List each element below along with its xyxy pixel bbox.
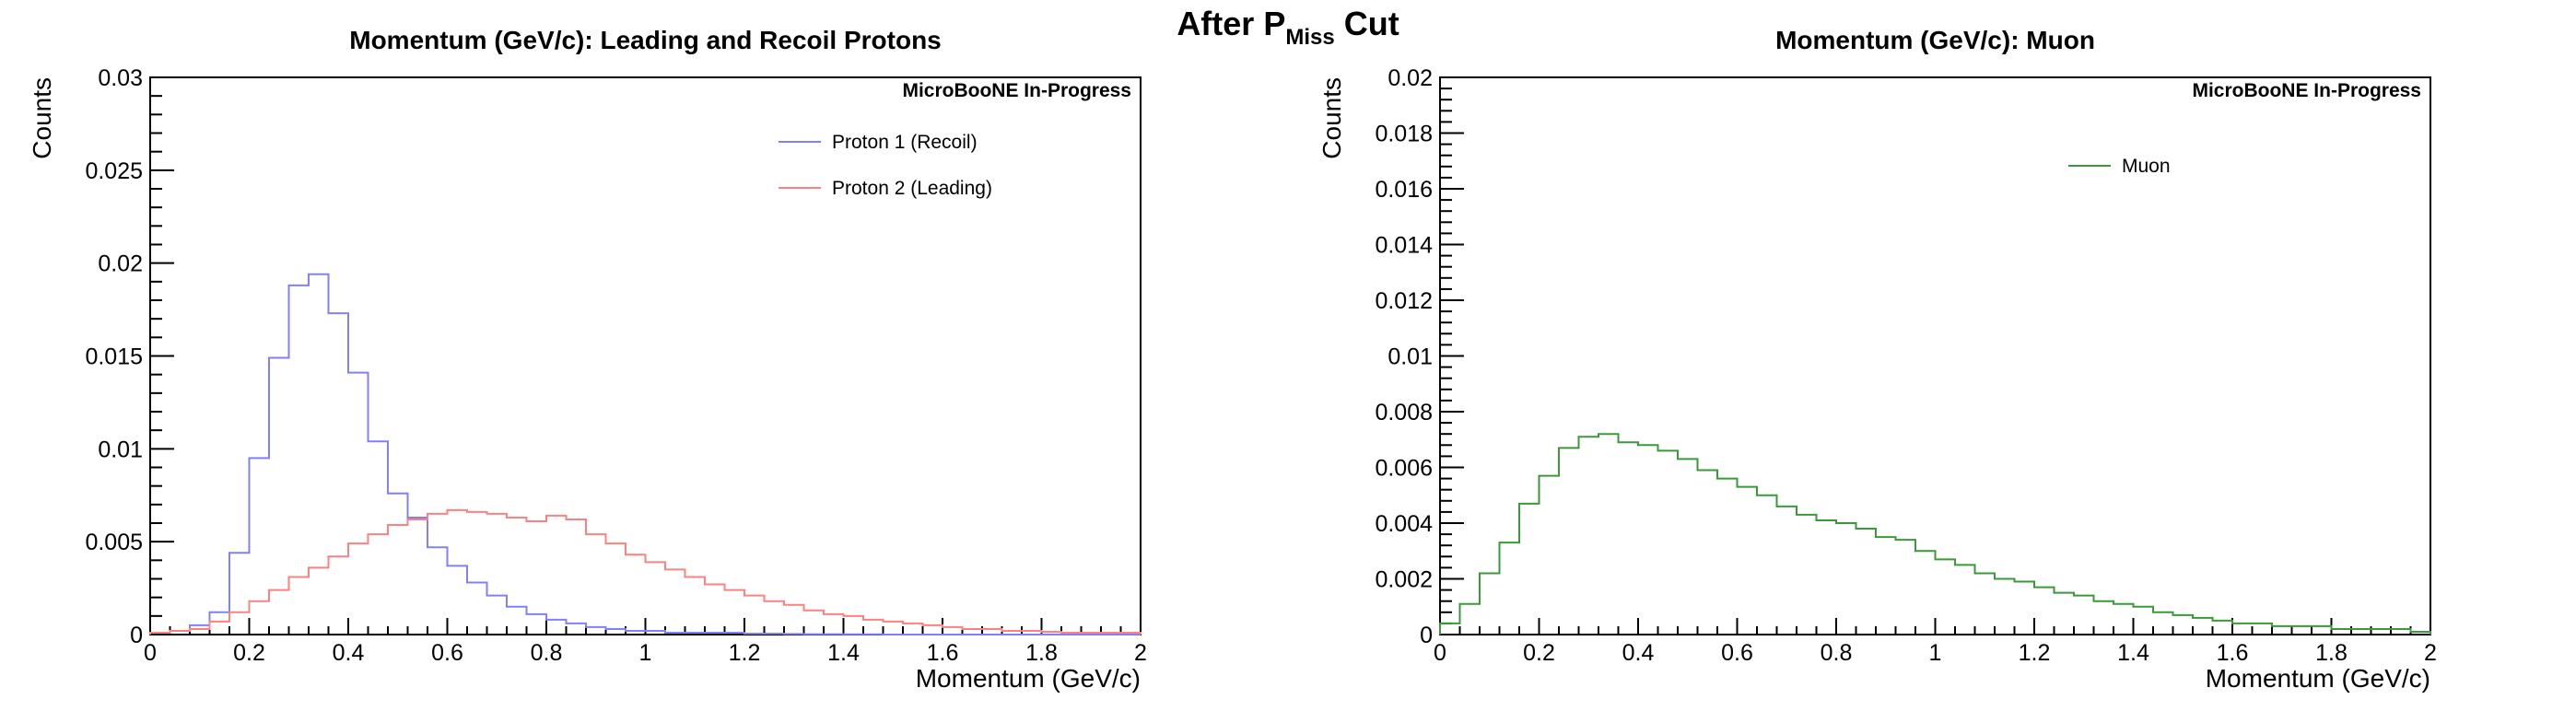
y-tick-label: 0.025	[85, 158, 143, 184]
y-tick-label: 0.012	[1375, 288, 1433, 314]
y-tick-label: 0	[130, 623, 143, 648]
y-tick-label: 0.008	[1375, 400, 1433, 425]
x-tick-label: 0	[1434, 640, 1446, 666]
y-axis-label: Counts	[28, 77, 56, 159]
x-tick-label: 1.8	[2315, 640, 2348, 666]
x-tick-label: 1.8	[1025, 640, 1058, 666]
x-tick-label: 2	[1134, 640, 1147, 666]
y-tick-label: 0.018	[1375, 122, 1433, 147]
x-axis-label: Momentum (GeV/c)	[2206, 664, 2430, 693]
y-tick-label: 0.02	[1388, 65, 1433, 91]
x-tick-label: 2	[2424, 640, 2437, 666]
x-tick-label: 1.2	[729, 640, 761, 666]
y-tick-label: 0.01	[1388, 344, 1433, 370]
y-tick-label: 0	[1420, 623, 1433, 648]
y-tick-label: 0.016	[1375, 177, 1433, 203]
y-tick-label: 0.002	[1375, 567, 1433, 593]
x-axis-label: Momentum (GeV/c)	[916, 664, 1141, 693]
legend-label: Proton 1 (Recoil)	[832, 132, 978, 153]
x-tick-label: 1.4	[2117, 640, 2149, 666]
legend-label: Muon	[2122, 156, 2171, 177]
main-title-prefix: After P	[1177, 5, 1285, 42]
main-title: After PMiss Cut	[1177, 5, 1399, 50]
panel-title: Momentum (GeV/c): Leading and Recoil Pro…	[349, 26, 942, 54]
x-tick-label: 0.2	[1523, 640, 1555, 666]
x-tick-label: 1.6	[927, 640, 959, 666]
x-tick-label: 0.8	[1821, 640, 1853, 666]
x-tick-label: 1	[1929, 640, 1942, 666]
main-title-suffix: Cut	[1335, 5, 1399, 42]
y-tick-label: 0.004	[1375, 511, 1433, 537]
histogram-series-0	[149, 273, 1141, 635]
x-tick-label: 0.6	[1721, 640, 1753, 666]
x-tick-label: 1.6	[2217, 640, 2249, 666]
x-tick-label: 1.4	[827, 640, 860, 666]
y-tick-label: 0.03	[98, 65, 143, 91]
main-title-subscript: Miss	[1285, 25, 1334, 50]
histogram-series-1	[149, 508, 1142, 635]
watermark-label: MicroBooNE In-Progress	[2192, 80, 2421, 101]
legend-label: Proton 2 (Leading)	[832, 178, 992, 199]
watermark-label: MicroBooNE In-Progress	[902, 80, 1131, 101]
panel-title: Momentum (GeV/c): Muon	[1775, 26, 2095, 54]
y-tick-label: 0.014	[1375, 233, 1433, 259]
y-axis-label: Counts	[1317, 77, 1346, 159]
x-tick-label: 0.4	[333, 640, 365, 666]
y-tick-label: 0.02	[98, 251, 143, 277]
x-tick-label: 0	[144, 640, 157, 666]
histogram-series-0	[1439, 433, 2431, 635]
x-tick-label: 0.6	[431, 640, 463, 666]
x-tick-label: 0.4	[1622, 640, 1655, 666]
x-tick-label: 0.8	[531, 640, 563, 666]
x-tick-label: 1.2	[2019, 640, 2051, 666]
proton-momentum-panel: Momentum (GeV/c): Leading and Recoil Pro…	[28, 26, 1147, 693]
y-tick-label: 0.006	[1375, 456, 1433, 482]
muon-momentum-panel: Momentum (GeV/c): Muon MicroBooNE In-Prog…	[1317, 26, 2437, 693]
x-tick-label: 0.2	[233, 640, 265, 666]
x-tick-label: 1	[639, 640, 652, 666]
y-tick-label: 0.015	[85, 344, 143, 370]
y-tick-label: 0.01	[98, 437, 143, 462]
plot-frame	[149, 76, 1142, 635]
y-tick-label: 0.005	[85, 530, 143, 555]
